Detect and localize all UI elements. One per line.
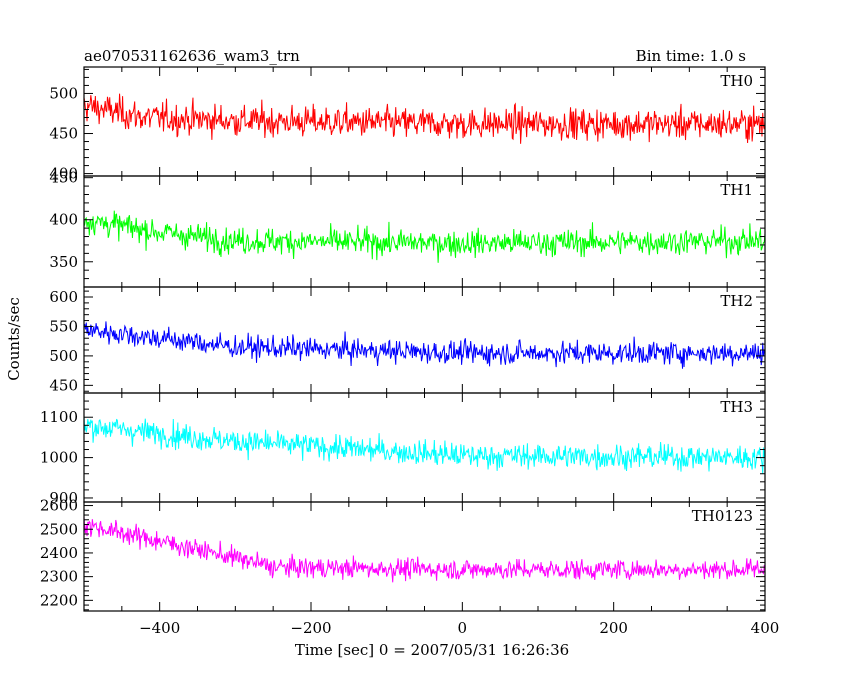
figure-title: ae070531162636_wam3_trn	[84, 47, 300, 65]
y-tick-label: 450	[49, 169, 78, 187]
y-tick-label: 400	[49, 165, 78, 183]
panel-th2: TH2 450 500 550 600	[49, 286, 766, 394]
y-tick-label: 2500	[40, 520, 78, 538]
y-tick-label: 450	[49, 376, 78, 394]
series-line-th0	[84, 93, 765, 144]
y-tick-label: 2200	[40, 591, 78, 609]
y-tick-label: 450	[49, 125, 78, 143]
y-tick-label: 2600	[40, 497, 78, 515]
y-tick-label: 2300	[40, 568, 78, 586]
y-tick-label: 1000	[40, 449, 78, 467]
y-tick-label: 500	[49, 84, 78, 102]
series-line-th3	[84, 415, 765, 474]
panel-label-th1: TH1	[720, 181, 753, 199]
bin-time-label: Bin time: 1.0 s	[636, 47, 746, 65]
panel-th1: TH1 350 400 450	[49, 169, 766, 288]
y-tick-label: 2400	[40, 544, 78, 562]
x-tick-label: 0	[458, 619, 468, 637]
series-line-th0123	[84, 516, 765, 583]
panel-label-th2: TH2	[720, 292, 753, 310]
x-axis-title: Time [sec] 0 = 2007/05/31 16:26:36	[295, 641, 569, 659]
y-tick-label: 900	[49, 489, 78, 507]
panel-th0123: TH0123 2200 2300 2400 2500 2600	[40, 497, 766, 612]
panel-frame	[83, 501, 766, 612]
y-tick-label: 400	[49, 211, 78, 229]
x-tick-label: 400	[751, 619, 780, 637]
x-tick-label: 200	[599, 619, 628, 637]
panel-frame	[83, 175, 766, 288]
y-tick-label: 600	[49, 288, 78, 306]
panel-label-th3: TH3	[720, 398, 753, 416]
panel-th3: TH3 900 1000 1100	[40, 392, 766, 507]
panel-th0: TH0 400 450 500	[49, 66, 766, 183]
y-tick-label: 1100	[40, 408, 78, 426]
x-tick-label: −200	[290, 619, 331, 637]
y-tick-label: 500	[49, 347, 78, 365]
y-tick-label: 550	[49, 317, 78, 335]
x-tick-label: −400	[139, 619, 180, 637]
panel-group: TH0400450500TH1350400450TH2450500550600T…	[40, 66, 780, 637]
panel-label-th0: TH0	[720, 72, 753, 90]
panel-label-th0123: TH0123	[692, 507, 753, 525]
series-line-th2	[84, 321, 765, 369]
y-axis-title: Counts/sec	[5, 297, 23, 381]
y-tick-label: 350	[49, 253, 78, 271]
series-line-th1	[84, 210, 765, 263]
